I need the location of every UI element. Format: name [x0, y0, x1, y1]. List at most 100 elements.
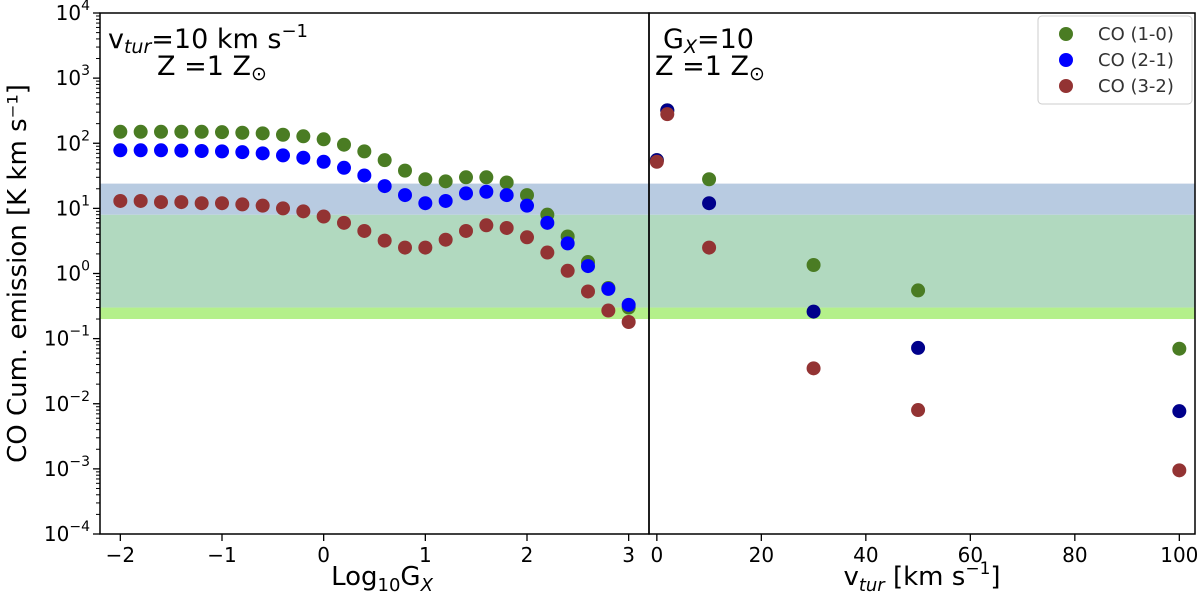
left-point-co21: [194, 144, 209, 159]
left-point-co32: [438, 232, 453, 247]
left-point-co32: [194, 196, 209, 211]
right-point-co21: [1172, 404, 1187, 419]
left-point-co21: [438, 193, 453, 208]
light-green-band: [100, 307, 1195, 320]
legend-marker-co21: [1059, 53, 1073, 67]
legend-label-co10: CO (1-0): [1098, 24, 1174, 45]
data-points: [113, 103, 1187, 478]
left-point-co32: [357, 223, 372, 238]
left-point-co32: [276, 201, 290, 216]
left-point-co32: [621, 315, 636, 330]
left-point-co10: [113, 124, 128, 139]
right-point-co32: [649, 154, 664, 169]
left-annotation-line2: Z =1 Z⊙: [157, 51, 267, 85]
left-point-co10: [276, 127, 290, 142]
legend: CO (1-0) CO (2-1) CO (3-2): [1037, 15, 1193, 105]
left-point-co32: [337, 215, 351, 230]
y-tick-label: 104: [56, 0, 90, 25]
left-point-co10: [316, 132, 331, 147]
left-point-co10: [377, 153, 392, 168]
left-point-co32: [499, 220, 514, 235]
left-point-co10: [438, 174, 453, 189]
right-x-tick-label: 60: [958, 543, 983, 567]
left-point-co21: [418, 196, 433, 211]
left-point-co10: [520, 188, 534, 203]
legend-label-co32: CO (3-2): [1098, 76, 1174, 97]
y-tick-label: 10−2: [44, 389, 90, 416]
left-point-co21: [276, 148, 290, 163]
left-point-co32: [255, 198, 270, 213]
left-x-tick-label: −1: [207, 543, 236, 567]
legend-box: [1037, 15, 1193, 105]
right-annotation-line1: GX=10: [663, 24, 754, 58]
left-point-co10: [479, 170, 494, 185]
right-x-tick-label: 0: [650, 543, 663, 567]
left-point-co21: [621, 297, 636, 312]
left-point-co32: [235, 197, 250, 212]
left-point-co10: [215, 125, 229, 140]
left-point-co21: [601, 281, 616, 296]
left-point-co32: [520, 230, 534, 245]
left-point-co21: [215, 144, 229, 159]
left-point-co32: [215, 196, 229, 211]
left-point-co10: [398, 163, 412, 178]
right-x-axis-label: vtur [km s−1]: [843, 559, 1000, 596]
left-point-co10: [154, 124, 168, 139]
left-point-co21: [540, 215, 555, 230]
y-axis-label: CO Cum. emission [K km s⁻¹]: [3, 84, 33, 463]
right-point-co21: [911, 340, 926, 355]
y-tick-label: 101: [56, 193, 90, 220]
left-point-co10: [194, 124, 209, 139]
left-point-co10: [499, 175, 514, 190]
left-point-co21: [459, 186, 473, 201]
left-x-tick-label: 1: [419, 543, 432, 567]
right-x-tick-label: 20: [749, 543, 774, 567]
right-point-co32: [702, 240, 717, 255]
right-panel-frame: [648, 12, 1196, 535]
left-point-co32: [479, 218, 494, 233]
left-point-co21: [377, 179, 392, 194]
left-x-tick-label: 2: [521, 543, 534, 567]
right-x-tick-label: 100: [1160, 543, 1198, 567]
left-point-co21: [520, 198, 534, 213]
left-point-co21: [560, 236, 575, 251]
left-point-co32: [540, 245, 555, 260]
left-point-co21: [133, 143, 148, 158]
left-point-co21: [479, 184, 494, 199]
left-x-tick-label: 3: [622, 543, 635, 567]
left-point-co21: [581, 259, 595, 274]
left-annotation-line1: vtur=10 km s−1: [108, 21, 308, 58]
y-tick-label: 10−1: [44, 324, 90, 351]
right-x-tick-label: 40: [853, 543, 878, 567]
right-point-co32: [660, 107, 675, 122]
left-point-co10: [235, 125, 250, 140]
left-point-co32: [560, 263, 575, 278]
left-point-co32: [113, 193, 128, 208]
y-tick-label: 10−4: [44, 519, 90, 546]
left-point-co21: [174, 143, 189, 158]
right-point-co10: [911, 283, 926, 298]
left-point-co32: [418, 240, 433, 255]
left-point-co21: [357, 168, 372, 183]
right-point-co10: [806, 258, 821, 273]
right-point-co21: [702, 196, 717, 211]
left-point-co21: [154, 143, 168, 158]
y-tick-label: 102: [56, 128, 90, 155]
left-point-co21: [235, 145, 250, 160]
y-tick-label: 10−3: [44, 454, 90, 481]
right-annotation-line2: Z =1 Z⊙: [655, 51, 765, 85]
left-x-tick-label: −2: [106, 543, 135, 567]
left-point-co32: [398, 240, 412, 255]
left-point-co21: [296, 150, 311, 165]
left-point-co10: [418, 172, 433, 187]
left-point-co32: [133, 193, 148, 208]
left-x-axis-label: Log10GX: [331, 562, 434, 596]
left-point-co10: [296, 129, 311, 144]
right-point-co21: [806, 304, 821, 319]
left-point-co21: [398, 188, 412, 203]
left-point-co10: [459, 170, 473, 185]
green-band: [100, 214, 1195, 308]
legend-marker-co32: [1059, 79, 1073, 93]
